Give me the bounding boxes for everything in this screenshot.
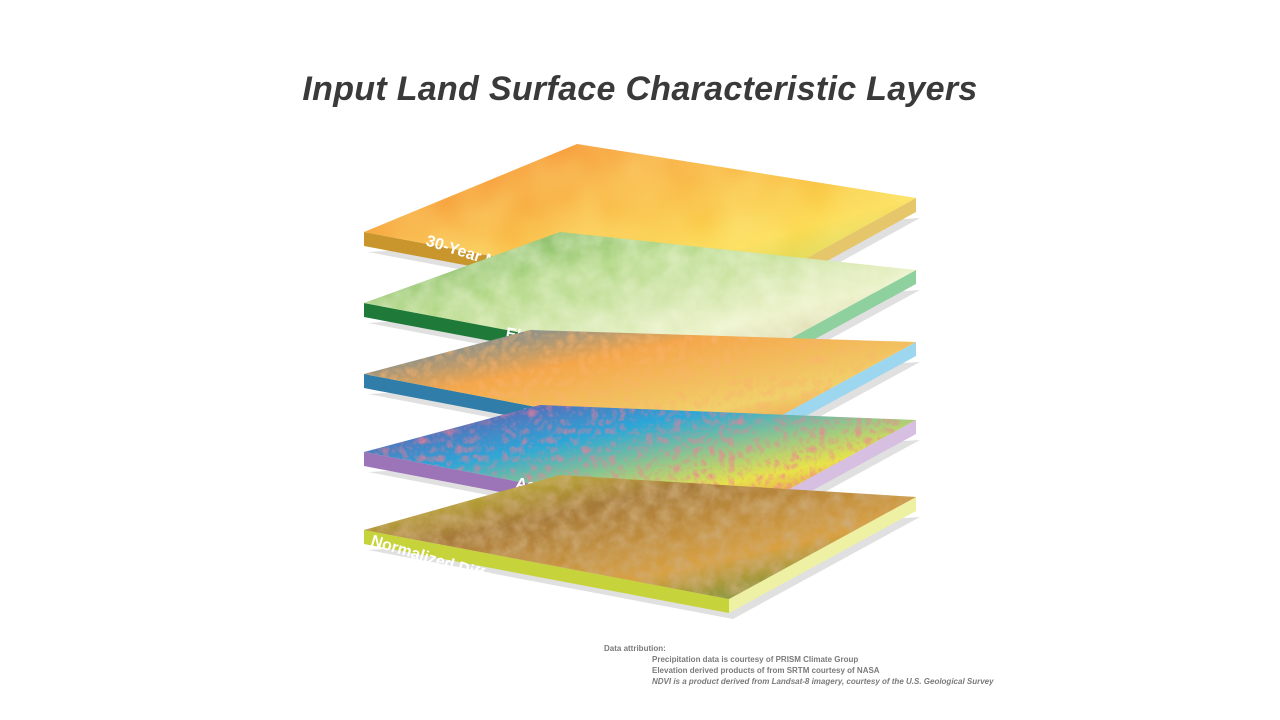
attribution-line-precipitation: Precipitation data is courtesy of PRISM … — [652, 655, 859, 664]
attribution-heading: Data attribution: — [604, 644, 666, 653]
attribution-line-ndvi: NDVI is a product derived from Landsat-8… — [652, 677, 994, 686]
slab-front-edge — [364, 530, 729, 613]
layer-slab-4: Normalized Difference in Vegetation Inde… — [364, 475, 920, 642]
slab-side-edge — [729, 497, 916, 613]
data-attribution: Data attribution: Precipitation data is … — [604, 643, 994, 687]
page-title: Input Land Surface Characteristic Layers — [302, 70, 978, 108]
attribution-line-elevation: Elevation derived products of from SRTM … — [652, 666, 880, 675]
